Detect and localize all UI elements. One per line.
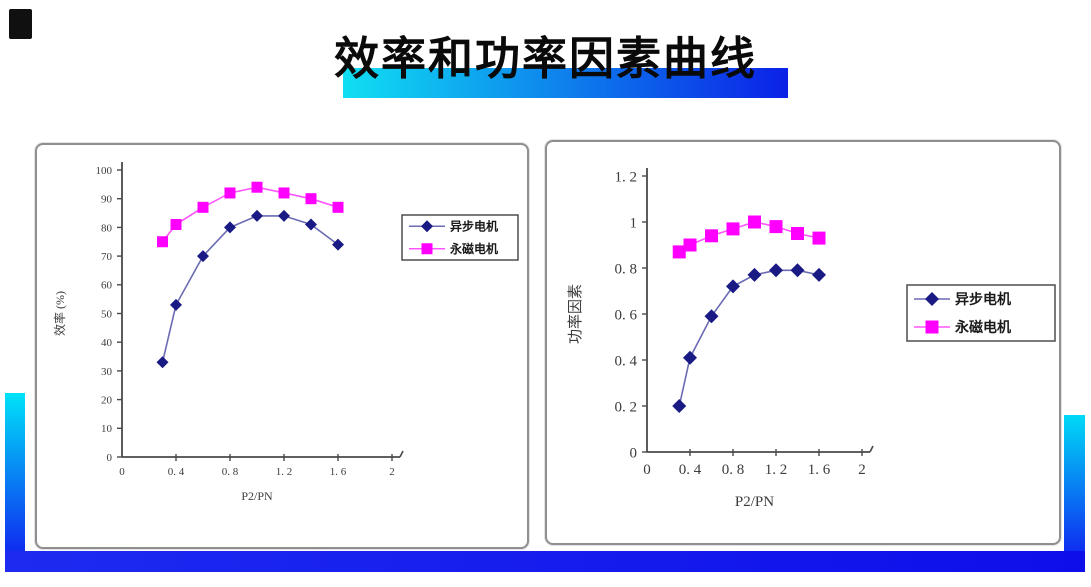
async-motor-legend-marker [925, 292, 939, 306]
y-tick-label: 0 [107, 452, 113, 464]
bottom-accent-bar [5, 551, 1085, 572]
pm-motor-legend-label: 永磁电机 [954, 319, 1011, 336]
y-tick-label: 0. 6 [615, 307, 638, 323]
power-factor-chart-panel: 0 0. 2 0. 4 0. 6 0. 8 1 1. 2 0 0. 4 0. 8 1. 2 1. 6 2… [545, 140, 1061, 545]
pm-motor-point [332, 201, 344, 213]
legend-box [401, 214, 519, 261]
async-motor-point [251, 209, 263, 222]
x-tick-label: 0. 8 [222, 466, 239, 478]
power-factor-chart: 0 0. 2 0. 4 0. 6 0. 8 1 1. 2 0 0. 4 0. 8 1. 2 1. 6 2… [567, 168, 1056, 510]
async-motor-point [278, 209, 290, 222]
async-motor-point [197, 250, 209, 263]
async-motor-point [332, 238, 344, 251]
slide-title: 效率和功率因素曲线 [333, 33, 757, 84]
async-motor-legend-marker [421, 220, 433, 233]
y-axis-title: 功率因素 [567, 284, 584, 344]
x-axis-end-hook [869, 445, 874, 453]
y-tick-label: 0. 2 [615, 399, 638, 415]
async-motor-point [726, 279, 740, 294]
y-tick-label: 40 [101, 337, 113, 349]
y-tick-label: 30 [101, 366, 113, 378]
async-motor-point [790, 263, 805, 278]
pm-motor-point [726, 222, 740, 236]
title-accent-bar [343, 68, 788, 98]
pm-motor-point [791, 227, 804, 240]
right-accent-bar [1064, 415, 1085, 572]
x-tick-label: 0 [643, 462, 651, 478]
y-tick-label: 60 [101, 280, 113, 292]
pm-motor-point [224, 187, 236, 199]
pm-motor-point [305, 193, 317, 205]
y-tick-label: 50 [101, 308, 113, 320]
left-accent-bar [5, 393, 25, 572]
x-tick-label: 1. 2 [276, 466, 293, 478]
x-tick-label: 0. 4 [679, 462, 702, 478]
x-tick-label: 2 [858, 462, 866, 478]
pm-motor-point [197, 201, 209, 213]
pm-motor-legend-marker [421, 243, 433, 255]
async-motor-point [156, 356, 169, 369]
pm-motor-point [278, 187, 290, 199]
async-motor-legend-label: 异步电机 [450, 218, 498, 233]
y-tick-label: 100 [96, 165, 113, 177]
x-axis-end-hook [399, 450, 404, 458]
y-axis-title: 效率 (%) [52, 291, 67, 336]
x-tick-label: 0 [119, 466, 125, 478]
y-tick-label: 0. 4 [615, 353, 638, 369]
y-tick-label: 1 [630, 215, 638, 231]
efficiency-chart: 0 10 20 30 40 50 60 70 80 90 100 0 0. 4 0. 8 1. 2 1. 6 2… [52, 162, 519, 503]
async-motor-point [305, 218, 317, 231]
y-tick-label: 0. 8 [615, 261, 638, 277]
async-motor-point [769, 263, 783, 278]
y-tick-label: 90 [101, 194, 113, 206]
x-tick-label: 1. 6 [808, 462, 831, 478]
async-motor-line [678, 269, 820, 407]
pm-motor-point [705, 229, 718, 243]
x-tick-label: 1. 2 [765, 462, 788, 478]
async-motor-point [672, 399, 687, 413]
pm-motor-point [170, 219, 182, 231]
x-axis-title: P2/PN [735, 494, 774, 510]
pm-motor-legend-label: 永磁电机 [449, 241, 498, 256]
pm-motor-point [748, 215, 761, 229]
pm-motor-point [157, 236, 168, 248]
x-tick-label: 0. 8 [722, 462, 745, 478]
y-tick-label: 1. 2 [615, 169, 638, 185]
async-motor-point [812, 267, 826, 282]
async-motor-point [683, 350, 697, 365]
corner-mark [9, 9, 32, 39]
y-tick-label: 0 [630, 445, 638, 461]
pm-motor-legend-marker [925, 320, 939, 334]
async-motor-line [161, 215, 339, 363]
pm-motor-point [769, 220, 783, 234]
pm-motor-point [672, 245, 686, 259]
x-tick-label: 1. 6 [330, 466, 347, 478]
async-motor-point [170, 298, 182, 311]
async-motor-point [704, 309, 719, 324]
pm-motor-point [683, 238, 697, 252]
y-tick-label: 20 [101, 394, 113, 406]
async-motor-point [747, 267, 762, 282]
pm-motor-point [812, 231, 826, 245]
x-tick-label: 0. 4 [168, 466, 185, 478]
efficiency-chart-panel: 0 10 20 30 40 50 60 70 80 90 100 0 0. 4 0. 8 1. 2 1. 6 2… [35, 143, 529, 549]
y-tick-label: 70 [101, 251, 113, 263]
x-axis-title: P2/PN [241, 489, 273, 503]
y-tick-label: 10 [101, 423, 113, 435]
x-tick-label: 2 [389, 466, 395, 478]
async-motor-legend-label: 异步电机 [955, 291, 1011, 308]
pm-motor-point [251, 181, 263, 193]
y-tick-label: 80 [101, 222, 113, 234]
async-motor-point [224, 221, 236, 234]
